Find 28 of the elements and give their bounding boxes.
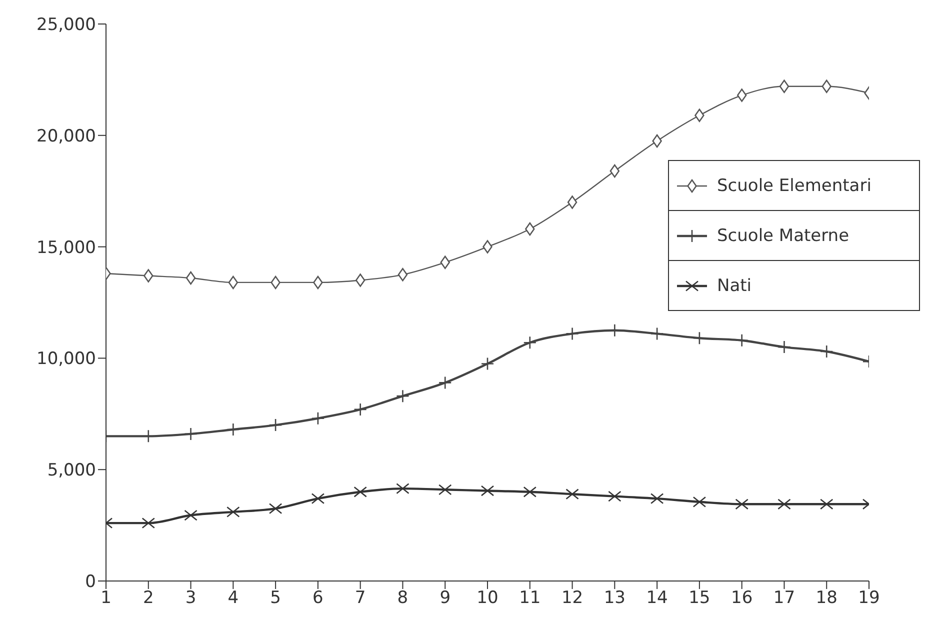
x-tick-label: 17 [773,588,796,608]
x-tick-label: 6 [312,588,324,608]
y-tick-label: 20,000 [36,126,96,146]
x-tick-label: 9 [440,588,451,608]
x-tick-label: 8 [397,588,408,608]
x-tick-label: 10 [476,588,498,608]
y-tick-label: 5,000 [47,460,96,481]
y-tick-label: 25,000 [36,15,96,36]
x-tick-label: 1 [100,588,112,608]
x-tick-label: 4 [228,588,239,608]
x-tick-label: 3 [185,588,196,608]
x-tick-label: 13 [604,588,626,608]
x-tick-label: 11 [519,588,541,608]
x-tick-label: 14 [646,588,668,608]
legend-label: Nati [717,276,752,296]
legend-label: Scuole Materne [717,226,850,246]
x-tick-label: 19 [858,588,880,608]
x-tick-label: 16 [731,588,753,608]
x-tick-label: 18 [816,588,838,608]
x-tick-label: 12 [561,588,584,608]
x-tick-label: 2 [142,588,154,608]
y-tick-label: 10,000 [36,349,96,370]
y-tick-label: 15,000 [36,238,96,258]
y-tick-label: 0 [85,572,96,592]
x-tick-label: 7 [354,588,366,608]
x-tick-label: 5 [270,588,281,608]
legend-label: Scuole Elementari [717,176,872,196]
x-tick-label: 15 [688,588,710,608]
